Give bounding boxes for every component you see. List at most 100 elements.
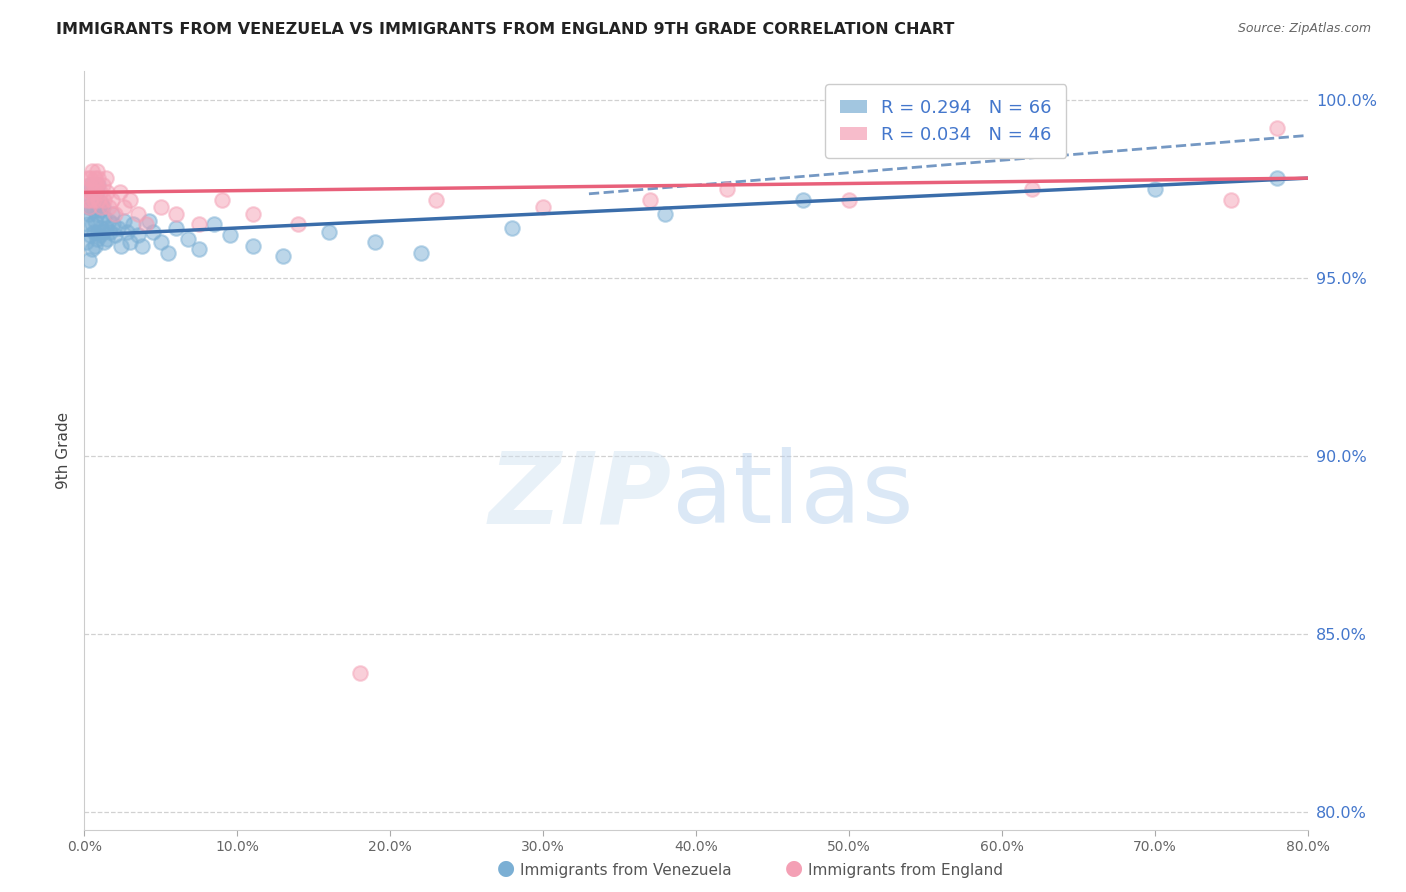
Point: [75, 235, 97, 250]
Point: [76, 193, 98, 207]
Point: [101, 207, 124, 221]
Point: [165, 207, 187, 221]
Text: Source: ZipAtlas.com: Source: ZipAtlas.com: [1237, 22, 1371, 36]
Point: [79, 193, 101, 207]
Point: [157, 246, 180, 260]
Point: [93, 193, 115, 207]
Point: [79, 200, 101, 214]
Point: [77, 253, 100, 268]
Point: [242, 207, 264, 221]
Point: [838, 193, 860, 207]
Point: [80, 193, 103, 207]
Point: [98, 225, 121, 239]
Point: [84, 189, 107, 203]
Point: [83, 193, 105, 207]
Point: [79, 171, 101, 186]
Point: [76, 200, 98, 214]
Point: [89, 186, 111, 200]
Point: [91, 225, 114, 239]
Text: ●: ●: [786, 858, 803, 878]
Point: [91, 200, 114, 214]
Text: Immigrants from Venezuela: Immigrants from Venezuela: [520, 863, 733, 878]
Point: [89, 203, 111, 218]
Point: [87, 225, 110, 239]
Legend: R = 0.294   N = 66, R = 0.034   N = 46: R = 0.294 N = 66, R = 0.034 N = 46: [825, 84, 1066, 158]
Point: [83, 182, 105, 196]
Point: [120, 235, 142, 250]
Point: [202, 218, 225, 232]
Point: [83, 225, 105, 239]
Point: [1265, 171, 1288, 186]
Point: [349, 665, 371, 680]
Point: [104, 207, 127, 221]
Text: Immigrants from England: Immigrants from England: [808, 863, 1004, 878]
Point: [149, 200, 172, 214]
Point: [1220, 193, 1243, 207]
Point: [188, 243, 211, 257]
Point: [188, 218, 211, 232]
Point: [122, 218, 145, 232]
Point: [84, 171, 107, 186]
Point: [131, 239, 153, 253]
Point: [654, 207, 676, 221]
Point: [1265, 121, 1288, 136]
Point: [80, 218, 103, 232]
Point: [96, 232, 118, 246]
Point: [138, 214, 160, 228]
Point: [79, 178, 101, 193]
Point: [93, 211, 115, 225]
Point: [87, 200, 110, 214]
Point: [76, 218, 98, 232]
Text: ●: ●: [498, 858, 515, 878]
Point: [86, 207, 108, 221]
Point: [142, 225, 165, 239]
Point: [1021, 182, 1043, 196]
Point: [96, 186, 118, 200]
Point: [90, 196, 112, 211]
Point: [94, 171, 117, 186]
Point: [80, 164, 103, 178]
Point: [80, 186, 103, 200]
Text: ZIP: ZIP: [488, 448, 672, 544]
Point: [149, 235, 172, 250]
Point: [120, 193, 142, 207]
Point: [502, 221, 524, 235]
Point: [89, 228, 111, 243]
Point: [115, 225, 138, 239]
Point: [84, 214, 107, 228]
Point: [77, 207, 100, 221]
Point: [77, 200, 100, 214]
Point: [87, 178, 110, 193]
Point: [127, 207, 149, 221]
Point: [87, 171, 110, 186]
Point: [425, 193, 447, 207]
Point: [112, 214, 135, 228]
Point: [97, 214, 120, 228]
Point: [86, 232, 108, 246]
Point: [135, 218, 157, 232]
Point: [83, 203, 105, 218]
Point: [86, 178, 108, 193]
Point: [83, 178, 105, 193]
Point: [104, 228, 127, 243]
Point: [90, 221, 112, 235]
Point: [77, 182, 100, 196]
Point: [364, 235, 387, 250]
Point: [86, 186, 108, 200]
Text: IMMIGRANTS FROM VENEZUELA VS IMMIGRANTS FROM ENGLAND 9TH GRADE CORRELATION CHART: IMMIGRANTS FROM VENEZUELA VS IMMIGRANTS …: [56, 22, 955, 37]
Point: [76, 171, 98, 186]
Point: [211, 193, 233, 207]
Point: [1143, 182, 1166, 196]
Point: [93, 235, 115, 250]
Point: [97, 200, 120, 214]
Point: [101, 193, 124, 207]
Point: [90, 200, 112, 214]
Point: [218, 228, 240, 243]
Point: [84, 186, 107, 200]
Text: atlas: atlas: [672, 448, 912, 544]
Point: [84, 239, 107, 253]
Point: [792, 193, 814, 207]
Point: [86, 164, 108, 178]
Point: [127, 228, 149, 243]
Y-axis label: 9th Grade: 9th Grade: [56, 412, 72, 489]
